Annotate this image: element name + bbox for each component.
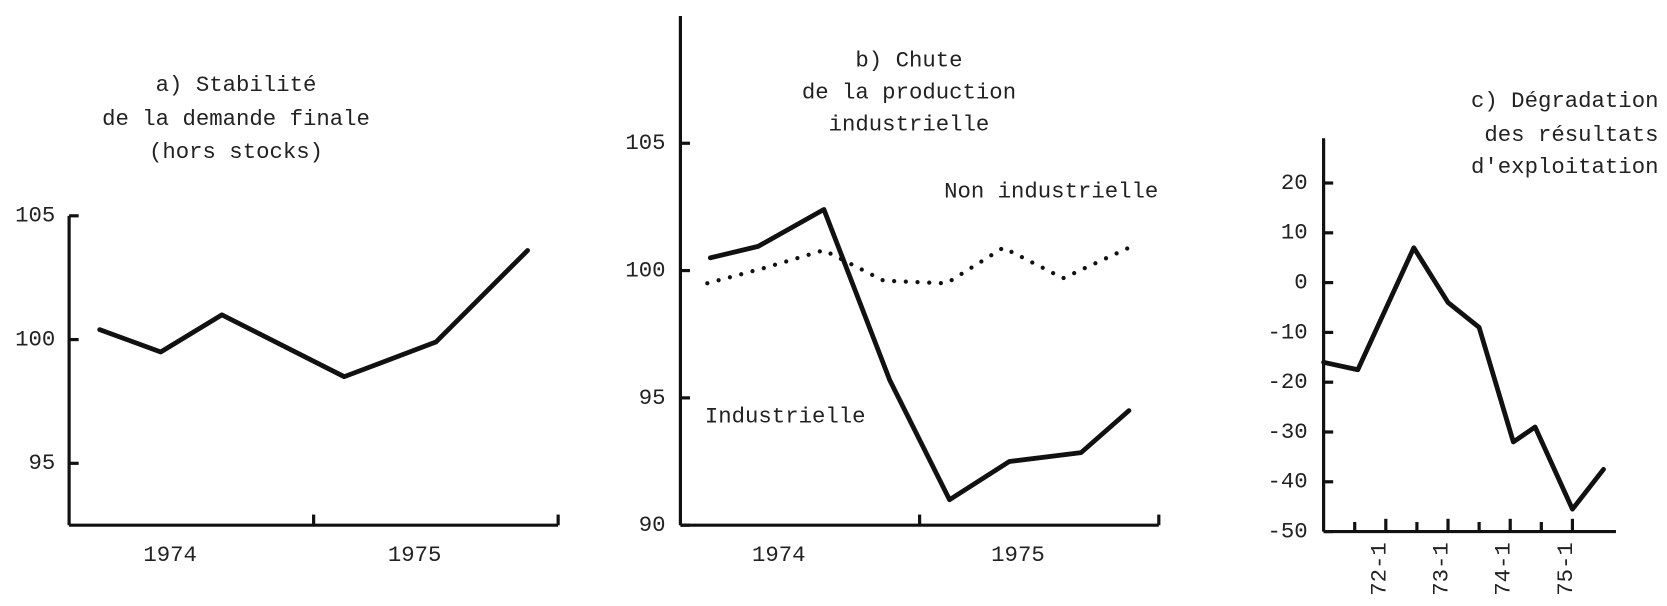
line-series [97, 248, 530, 380]
y-tick-label: -50 [1267, 518, 1307, 544]
y-tick-label: 0 [1294, 270, 1307, 296]
y-tick-label: -10 [1267, 319, 1307, 345]
y-tick-label: 10 [1281, 220, 1308, 246]
x-tick-label: 1975 [388, 542, 442, 568]
y-tick-label: -30 [1267, 419, 1307, 445]
y-tick-label: 100 [625, 257, 665, 283]
y-tick-label: 95 [639, 385, 666, 411]
chart-title: industrielle [829, 111, 990, 137]
chart-title: (hors stocks) [149, 139, 323, 165]
chart-title: des résultats [1484, 122, 1658, 148]
chart-title: de la production [802, 79, 1016, 105]
x-tick-label: 1975 [991, 542, 1045, 568]
y-tick-label: -40 [1267, 469, 1307, 495]
x-tick-label: 72-1 [1366, 542, 1392, 596]
series-label: Industrielle [705, 404, 866, 430]
series-label: Non industrielle [944, 178, 1158, 204]
chart-title: d'exploitation [1471, 154, 1658, 180]
y-tick-label: 90 [639, 512, 666, 538]
chart-title: a) Stabilité [156, 72, 317, 98]
chart-title: de la demande finale [102, 106, 370, 132]
x-tick-label: 73-1 [1429, 542, 1455, 596]
line-series [1321, 245, 1606, 512]
chart-title: b) Chute [855, 47, 962, 73]
x-tick-label: 75-1 [1553, 542, 1579, 596]
y-tick-label: 105 [15, 203, 55, 229]
line-series [707, 207, 1132, 503]
x-tick-label: 1974 [752, 542, 806, 568]
y-tick-label: 95 [29, 450, 56, 476]
line-series [705, 245, 1132, 286]
y-tick-label: 105 [625, 130, 665, 156]
y-tick-label: 20 [1281, 170, 1308, 196]
x-tick-label: 74-1 [1491, 542, 1517, 596]
chart-title: c) Dégradation [1471, 88, 1658, 114]
y-tick-label: 100 [15, 326, 55, 352]
y-tick-label: -20 [1267, 369, 1307, 395]
x-tick-label: 1974 [143, 542, 197, 568]
